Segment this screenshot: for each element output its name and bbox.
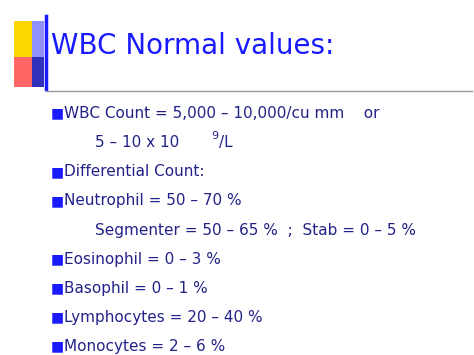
Text: 5 – 10 x 10: 5 – 10 x 10	[95, 135, 179, 150]
FancyBboxPatch shape	[14, 21, 39, 57]
Text: Lymphocytes = 20 – 40 %: Lymphocytes = 20 – 40 %	[64, 310, 263, 325]
Text: Monocytes = 2 – 6 %: Monocytes = 2 – 6 %	[64, 339, 225, 354]
FancyBboxPatch shape	[32, 57, 44, 87]
Text: 9: 9	[211, 131, 218, 141]
FancyBboxPatch shape	[32, 21, 44, 57]
Text: /L: /L	[219, 135, 233, 150]
Text: ■: ■	[51, 165, 64, 179]
Text: ■: ■	[51, 310, 64, 324]
Text: Eosinophil = 0 – 3 %: Eosinophil = 0 – 3 %	[64, 252, 221, 267]
Text: Neutrophil = 50 – 70 %: Neutrophil = 50 – 70 %	[64, 193, 242, 208]
Text: WBC Normal values:: WBC Normal values:	[51, 32, 335, 60]
Text: ■: ■	[51, 252, 64, 266]
Text: WBC Count = 5,000 – 10,000/cu mm    or: WBC Count = 5,000 – 10,000/cu mm or	[64, 106, 380, 121]
Text: Basophil = 0 – 1 %: Basophil = 0 – 1 %	[64, 281, 208, 296]
Text: Differential Count:: Differential Count:	[64, 164, 204, 179]
FancyBboxPatch shape	[14, 57, 39, 87]
Text: ■: ■	[51, 339, 64, 354]
Text: ■: ■	[51, 106, 64, 121]
Text: ■: ■	[51, 194, 64, 208]
Text: ■: ■	[51, 281, 64, 295]
Text: Segmenter = 50 – 65 %  ;  Stab = 0 – 5 %: Segmenter = 50 – 65 % ; Stab = 0 – 5 %	[95, 223, 416, 237]
